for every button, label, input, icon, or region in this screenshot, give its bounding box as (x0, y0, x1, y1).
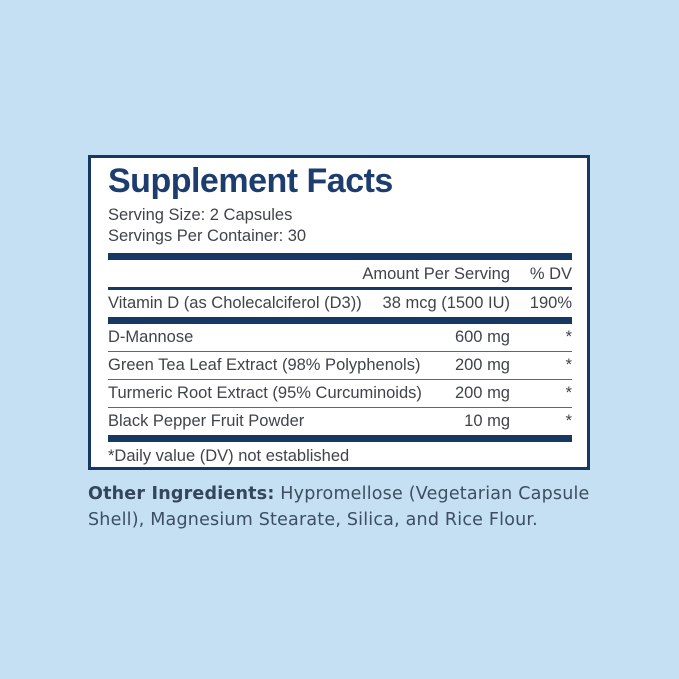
serving-size: Serving Size: 2 Capsules (108, 206, 293, 224)
percent-dv-header: % DV (529, 265, 572, 283)
panel-title: Supplement Facts (108, 162, 393, 200)
ingredient-dv: * (565, 383, 572, 402)
divider-header (108, 287, 572, 290)
divider-thick (108, 316, 572, 324)
ingredient-amount: 200 mg (454, 383, 510, 402)
dv-footnote: *Daily value (DV) not established (108, 446, 350, 465)
other-ingredients-label: Other Ingredients: (88, 484, 275, 504)
ingredient-name: Vitamin D (as Cholecalciferol (D3)) (108, 293, 362, 312)
table-row: Black Pepper Fruit Powder 10 mg * (108, 408, 572, 435)
ingredient-dv: * (565, 411, 572, 430)
ingredient-name: Black Pepper Fruit Powder (108, 411, 305, 430)
ingredient-dv: 190% (529, 293, 572, 312)
ingredient-amount: 38 mcg (1500 IU) (382, 293, 510, 312)
divider-thin (108, 378, 572, 380)
divider-thin (108, 350, 572, 352)
other-ingredients: Other Ingredients: Hypromellose (Vegetar… (88, 481, 596, 533)
other-ingredients-list: Hypromellose (Vegetarian Capsule Shell),… (88, 484, 590, 530)
ingredient-amount: 600 mg (454, 327, 510, 346)
table-row: Turmeric Root Extract (95% Curcuminoids)… (108, 380, 572, 407)
servings-per-container: Servings Per Container: 30 (108, 227, 307, 245)
table-row: D-Mannose 600 mg * (108, 324, 572, 351)
amount-per-serving-header: Amount Per Serving (362, 265, 510, 283)
ingredient-dv: * (565, 355, 572, 374)
divider-thick-top (108, 253, 572, 260)
divider-thick (108, 434, 572, 442)
ingredient-name: Turmeric Root Extract (95% Curcuminoids) (108, 383, 422, 402)
ingredient-amount: 200 mg (454, 355, 510, 374)
ingredient-amount: 10 mg (464, 411, 510, 430)
ingredient-dv: * (565, 327, 572, 346)
table-row: Vitamin D (as Cholecalciferol (D3)) 38 mc… (108, 290, 572, 317)
table-rows: Vitamin D (as Cholecalciferol (D3)) 38 mc… (108, 290, 572, 442)
supplement-facts-panel: Supplement Facts Serving Size: 2 Capsule… (88, 155, 590, 470)
divider-thin (108, 406, 572, 408)
table-row: Green Tea Leaf Extract (98% Polyphenols)… (108, 352, 572, 379)
ingredient-name: D-Mannose (108, 327, 194, 346)
table-header: Amount Per Serving % DV (108, 260, 572, 287)
ingredient-name: Green Tea Leaf Extract (98% Polyphenols) (108, 355, 421, 374)
